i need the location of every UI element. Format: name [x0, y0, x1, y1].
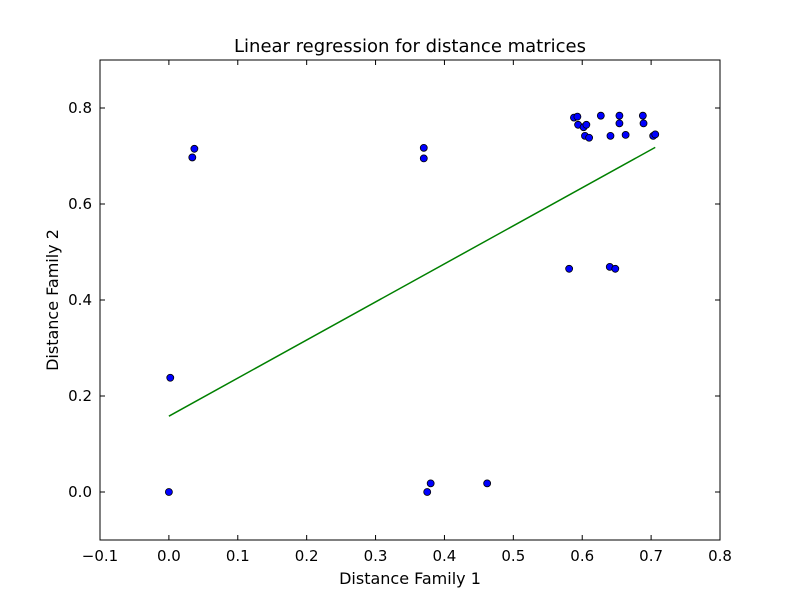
scatter-points [164, 111, 660, 496]
scatter-point [188, 153, 197, 162]
scatter-point [611, 264, 620, 273]
x-axis-ticks: −0.1 0.0 0.1 0.2 0.3 0.4 0.5 0.6 0.7 0.8 [82, 60, 732, 565]
plot-area: −0.1 0.0 0.1 0.2 0.3 0.4 0.5 0.6 0.7 0.8 0.00.20.… [68, 59, 732, 565]
scatter-point [621, 130, 630, 139]
scatter-point [573, 112, 582, 121]
scatter-point [419, 154, 428, 163]
y-tick-label: 0.4 [68, 291, 92, 309]
x-tick-label: 0.2 [295, 547, 319, 565]
y-tick-label: 0.8 [68, 99, 92, 117]
scatter-point [606, 131, 615, 140]
x-tick-label: 0.1 [226, 547, 250, 565]
x-tick-label: 0.3 [364, 547, 388, 565]
scatter-point [596, 111, 605, 120]
scatter-point [166, 373, 175, 382]
x-tick-label: −0.1 [82, 547, 118, 565]
scatter-point [615, 111, 624, 120]
chart-title: Linear regression for distance matrices [234, 36, 586, 57]
scatter-point [426, 479, 435, 488]
scatter-point [585, 133, 594, 142]
scatter-point [483, 479, 492, 488]
scatter-point [423, 488, 432, 496]
y-tick-label: 0.2 [68, 387, 92, 405]
x-axis-label: Distance Family 1 [339, 569, 481, 588]
y-axis-ticks: 0.0 0.2 0.4 0.6 0.8 [68, 99, 720, 501]
scatter-point [190, 144, 199, 153]
scatter-point [638, 111, 647, 120]
scatter-point [639, 119, 648, 128]
scatter-point [615, 119, 624, 128]
x-tick-label: 0.0 [157, 547, 181, 565]
scatter-point [164, 488, 173, 496]
regression-line [168, 146, 656, 417]
scatter-point [565, 264, 574, 273]
x-tick-label: 0.4 [433, 547, 457, 565]
y-tick-label: 0.6 [68, 195, 92, 213]
x-tick-label: 0.6 [570, 547, 594, 565]
scatter-point [651, 130, 660, 139]
x-tick-label: 0.8 [708, 547, 732, 565]
y-tick-label: 0.0 [68, 483, 92, 501]
scatter-point [419, 143, 428, 152]
y-axis-label: Distance Family 2 [43, 229, 62, 371]
axes-background [100, 60, 720, 540]
x-tick-label: 0.5 [501, 547, 525, 565]
scatter-point [582, 120, 591, 129]
x-tick-label: 0.7 [639, 547, 663, 565]
